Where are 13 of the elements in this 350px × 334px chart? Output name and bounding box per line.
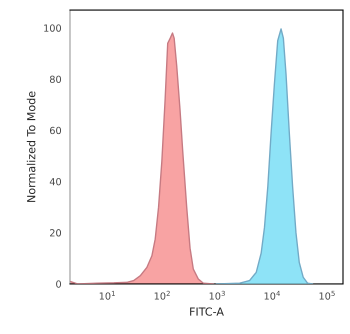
y-tick-label: 0 [56, 280, 62, 288]
y-tick-label: 80 [50, 76, 62, 83]
x-tick-label: 10$^{3}$ [210, 290, 225, 300]
y-axis-title: Normalized To Mode [26, 92, 36, 202]
y-tick-label: 100 [44, 24, 62, 32]
x-tick-label: 10$^{2}$ [154, 290, 170, 300]
y-tick-label: 40 [50, 178, 62, 186]
x-tick-label: 10$^{5}$ [320, 290, 335, 300]
y-tick-label: 60 [50, 126, 62, 134]
x-tick-label: 10$^{4}$ [264, 290, 280, 300]
y-tick-label: 20 [50, 229, 62, 237]
x-tick-label: 10$^{1}$ [100, 290, 115, 300]
x-axis-title: FITC-A [190, 307, 224, 316]
